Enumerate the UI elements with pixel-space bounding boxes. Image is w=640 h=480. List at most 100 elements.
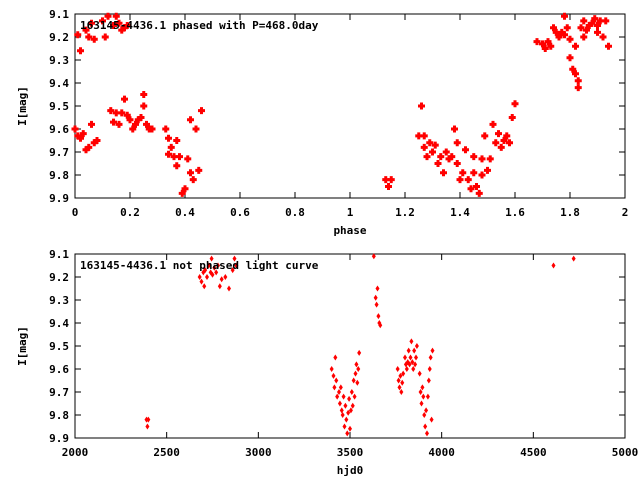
y-tick-label: 9.4 — [49, 77, 69, 90]
data-point — [375, 285, 380, 292]
data-point — [437, 153, 445, 161]
data-point — [572, 42, 579, 50]
data-point — [338, 384, 343, 391]
data-point — [212, 264, 217, 271]
y-tick-label: 9.8 — [49, 169, 69, 182]
data-point — [148, 125, 156, 133]
data-point — [110, 118, 117, 126]
x-tick-label: 1.6 — [505, 206, 525, 219]
y-tick-label: 9.2 — [49, 31, 69, 44]
data-point — [339, 407, 344, 414]
y-tick-label: 9.7 — [49, 386, 69, 399]
data-point — [591, 15, 599, 23]
data-point — [511, 100, 519, 108]
data-point — [571, 255, 576, 262]
data-point — [395, 366, 400, 372]
x-axis-label: hjd0 — [337, 464, 364, 477]
data-point — [558, 28, 566, 36]
data-point — [123, 22, 131, 29]
data-point — [187, 116, 194, 124]
data-point — [434, 160, 442, 167]
data-point — [118, 26, 126, 34]
data-point — [473, 183, 480, 190]
y-tick-label: 9.5 — [49, 100, 69, 113]
x-tick-label: 0 — [72, 206, 79, 219]
data-point — [566, 54, 574, 62]
y-tick-label: 9.7 — [49, 146, 69, 159]
data-point — [533, 38, 541, 46]
data-point — [580, 33, 588, 41]
x-tick-label: 1 — [347, 206, 354, 219]
y-tick-label: 9.4 — [49, 317, 69, 330]
data-points — [71, 12, 612, 197]
data-point — [232, 255, 237, 262]
data-point — [429, 416, 434, 423]
data-point — [420, 384, 425, 391]
data-point — [217, 283, 222, 290]
data-point — [440, 169, 447, 177]
x-axis-ticks: 2000 2500 3000 3500 4000 4500 5000 — [62, 254, 639, 459]
data-point — [508, 114, 516, 121]
x-tick-label: 0.4 — [175, 206, 195, 219]
data-point — [332, 384, 337, 391]
data-point — [497, 143, 505, 151]
data-point — [82, 26, 90, 34]
data-point — [424, 407, 429, 414]
data-point — [176, 153, 183, 161]
x-tick-label: 4000 — [428, 446, 455, 459]
data-point — [348, 425, 352, 432]
data-point — [427, 366, 432, 372]
data-point — [184, 155, 192, 163]
x-tick-label: 3500 — [337, 446, 364, 459]
data-point — [346, 409, 351, 416]
data-point — [198, 107, 205, 115]
data-point — [486, 155, 494, 163]
data-point — [348, 407, 353, 414]
data-point — [140, 91, 148, 98]
data-point — [398, 372, 403, 379]
data-point — [110, 22, 117, 29]
x-axis-ticks: 0 0.2 0.4 0.6 0.8 1 1.2 1.4 1.6 1.8 2 — [72, 14, 628, 219]
data-point — [569, 65, 577, 73]
data-point — [118, 109, 126, 117]
data-point — [489, 120, 497, 128]
data-point — [206, 262, 211, 269]
data-point — [539, 40, 546, 48]
y-axis-ticks: 9.1 9.2 9.3 9.4 9.5 9.6 9.7 9.8 9.9 — [49, 8, 625, 205]
y-tick-label: 9.2 — [49, 271, 69, 284]
data-point — [431, 141, 439, 149]
data-point — [544, 38, 552, 46]
data-point — [423, 153, 431, 161]
data-point — [203, 267, 208, 274]
x-tick-label: 5000 — [612, 446, 639, 459]
data-point — [419, 400, 424, 407]
y-tick-label: 9.8 — [49, 409, 69, 422]
data-point — [577, 24, 585, 32]
data-point — [123, 111, 131, 119]
data-point — [551, 262, 556, 269]
data-point — [170, 153, 178, 161]
data-point — [385, 183, 392, 190]
data-point — [85, 143, 93, 151]
x-tick-label: 0.2 — [120, 206, 140, 219]
chart-title: 163145-4436.1 phased with P=468.0day — [80, 19, 319, 32]
data-point — [541, 45, 549, 52]
data-point — [605, 42, 612, 50]
data-point — [418, 389, 423, 395]
data-point — [341, 393, 346, 400]
data-point — [404, 366, 409, 372]
data-point — [167, 143, 175, 151]
data-point — [594, 22, 601, 29]
data-point — [574, 77, 582, 85]
data-point — [101, 33, 109, 41]
data-point — [344, 416, 349, 423]
data-point — [453, 160, 461, 167]
y-tick-label: 9.6 — [49, 123, 69, 136]
data-point — [121, 95, 128, 103]
data-point — [140, 102, 148, 110]
x-tick-label: 0.8 — [285, 206, 305, 219]
data-point — [408, 354, 413, 361]
unphased-light-curve-panel: 9.1 9.2 9.3 9.4 9.5 9.6 9.7 9.8 9.9 2000 2500 3000… — [16, 248, 638, 477]
data-point — [561, 31, 568, 39]
